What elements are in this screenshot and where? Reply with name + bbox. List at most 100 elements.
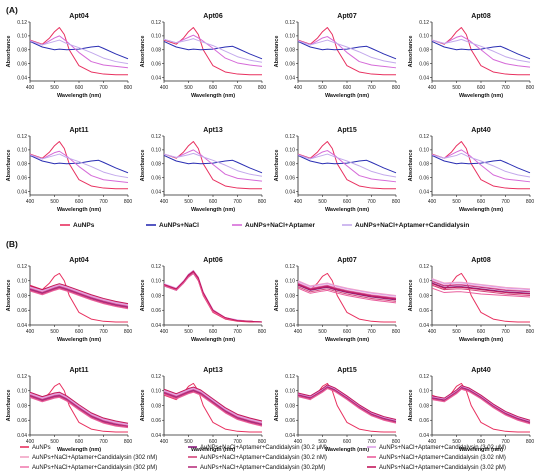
x-tick-label: 700 xyxy=(99,329,108,335)
series-line xyxy=(431,388,531,425)
chart-title: Apt04 xyxy=(69,13,89,20)
series-line xyxy=(163,382,262,433)
series-line xyxy=(297,385,397,421)
chart-b-apt40: Apt40 400 500 600 700 800 0.04 0.06 0.08 0.10 0.12… xyxy=(408,367,534,453)
series-line xyxy=(431,272,530,323)
y-tick-label: 0.04 xyxy=(285,189,295,195)
series-line xyxy=(163,34,263,67)
series-line xyxy=(163,390,263,426)
series-line xyxy=(29,35,129,69)
x-tick-label: 600 xyxy=(343,85,352,91)
y-tick-label: 0.10 xyxy=(285,279,295,285)
y-tick-label: 0.08 xyxy=(17,293,27,299)
chart-title: Apt15 xyxy=(337,127,357,134)
y-tick-label: 0.04 xyxy=(419,189,429,195)
chart-title: Apt08 xyxy=(471,13,491,20)
y-axis-label: Absorbance xyxy=(274,150,280,182)
series-line xyxy=(163,27,262,76)
x-tick-label: 800 xyxy=(124,439,133,445)
y-tick-label: 0.04 xyxy=(419,323,429,329)
x-axis-label: Wavelength (nm) xyxy=(57,207,101,213)
chart-a-apt40: Apt40 400 500 600 700 800 0.04 0.06 0.08 0.10 0.12… xyxy=(408,127,534,213)
x-tick-label: 800 xyxy=(526,85,535,91)
chart-title: Apt13 xyxy=(203,127,223,134)
legend-label: AuNPs+NaCl+Aptamer+Candidalysin (3.02 μM… xyxy=(379,445,506,451)
series-line xyxy=(297,154,397,174)
x-tick-label: 500 xyxy=(318,329,327,335)
x-tick-label: 600 xyxy=(209,85,218,91)
x-tick-label: 400 xyxy=(160,329,169,335)
series-line xyxy=(163,40,263,60)
series-line xyxy=(431,282,531,294)
y-tick-label: 0.04 xyxy=(151,323,161,329)
chart-b-apt11: Apt11 400 500 600 700 800 0.04 0.06 0.08 0.10 0.12… xyxy=(6,367,132,453)
x-tick-label: 700 xyxy=(501,439,510,445)
series-line xyxy=(297,283,397,299)
series-line xyxy=(29,27,128,76)
y-tick-label: 0.12 xyxy=(151,264,161,270)
chart-a-apt13: Apt13 400 500 600 700 800 0.04 0.06 0.08 0.10 0.12… xyxy=(140,127,266,213)
series-line xyxy=(297,283,397,300)
series-line xyxy=(431,38,531,63)
series-line xyxy=(163,149,263,182)
chart-a-apt15: Apt15 400 500 600 700 800 0.04 0.06 0.08 0.10 0.12… xyxy=(274,127,400,213)
x-tick-label: 500 xyxy=(452,329,461,335)
x-tick-label: 600 xyxy=(209,439,218,445)
series-line xyxy=(297,387,397,423)
series-line xyxy=(29,40,129,60)
y-tick-label: 0.06 xyxy=(17,308,27,314)
y-tick-label: 0.12 xyxy=(419,374,429,380)
series-line xyxy=(297,284,397,301)
series-line xyxy=(29,392,129,425)
y-tick-label: 0.08 xyxy=(285,162,295,168)
x-tick-label: 600 xyxy=(75,85,84,91)
x-tick-label: 600 xyxy=(75,439,84,445)
y-tick-label: 0.06 xyxy=(419,61,429,67)
y-tick-label: 0.12 xyxy=(151,374,161,380)
x-tick-label: 800 xyxy=(392,85,401,91)
series-line xyxy=(431,154,531,174)
series-line xyxy=(163,388,263,424)
x-tick-label: 400 xyxy=(160,439,169,445)
series-line xyxy=(431,283,531,295)
x-tick-label: 600 xyxy=(75,329,84,335)
y-tick-label: 0.08 xyxy=(17,162,27,168)
y-tick-label: 0.12 xyxy=(285,264,295,270)
y-tick-label: 0.04 xyxy=(419,433,429,439)
x-tick-label: 800 xyxy=(392,439,401,445)
series-line xyxy=(163,270,263,323)
series-line xyxy=(29,286,129,308)
x-axis-label: Wavelength (nm) xyxy=(459,207,503,213)
series-line xyxy=(163,154,263,174)
series-line xyxy=(431,287,531,298)
series-line xyxy=(29,285,129,307)
chart-a-apt11: Apt11 400 500 600 700 800 0.04 0.06 0.08 0.10 0.12… xyxy=(6,127,132,213)
chart-b-apt15: Apt15 400 500 600 700 800 0.04 0.06 0.08 0.10 0.12… xyxy=(274,367,400,453)
y-tick-label: 0.10 xyxy=(419,279,429,285)
x-tick-label: 400 xyxy=(26,85,35,91)
x-axis-label: Wavelength (nm) xyxy=(459,447,503,453)
legend-label: AuNPs+NaCl+Aptamer+Candidalysin (30.2 nM… xyxy=(200,455,327,461)
y-axis-label: Absorbance xyxy=(408,280,414,312)
series-line xyxy=(297,385,397,422)
y-tick-label: 0.12 xyxy=(17,134,27,140)
y-tick-label: 0.10 xyxy=(419,389,429,395)
y-axis-label: Absorbance xyxy=(6,36,12,68)
x-axis-label: Wavelength (nm) xyxy=(325,207,369,213)
series-line xyxy=(29,396,129,428)
x-tick-label: 700 xyxy=(99,439,108,445)
y-tick-label: 0.08 xyxy=(419,293,429,299)
y-tick-label: 0.12 xyxy=(419,264,429,270)
x-tick-label: 800 xyxy=(526,199,535,205)
series-line xyxy=(163,270,263,323)
series-line xyxy=(163,390,263,426)
x-tick-label: 400 xyxy=(26,199,35,205)
x-axis-label: Wavelength (nm) xyxy=(57,337,101,343)
series-line xyxy=(29,283,129,305)
y-tick-label: 0.06 xyxy=(285,308,295,314)
y-tick-label: 0.10 xyxy=(419,34,429,40)
series-line xyxy=(29,150,129,184)
y-axis-label: Absorbance xyxy=(140,390,146,422)
y-tick-label: 0.12 xyxy=(285,374,295,380)
series-line xyxy=(163,388,263,423)
